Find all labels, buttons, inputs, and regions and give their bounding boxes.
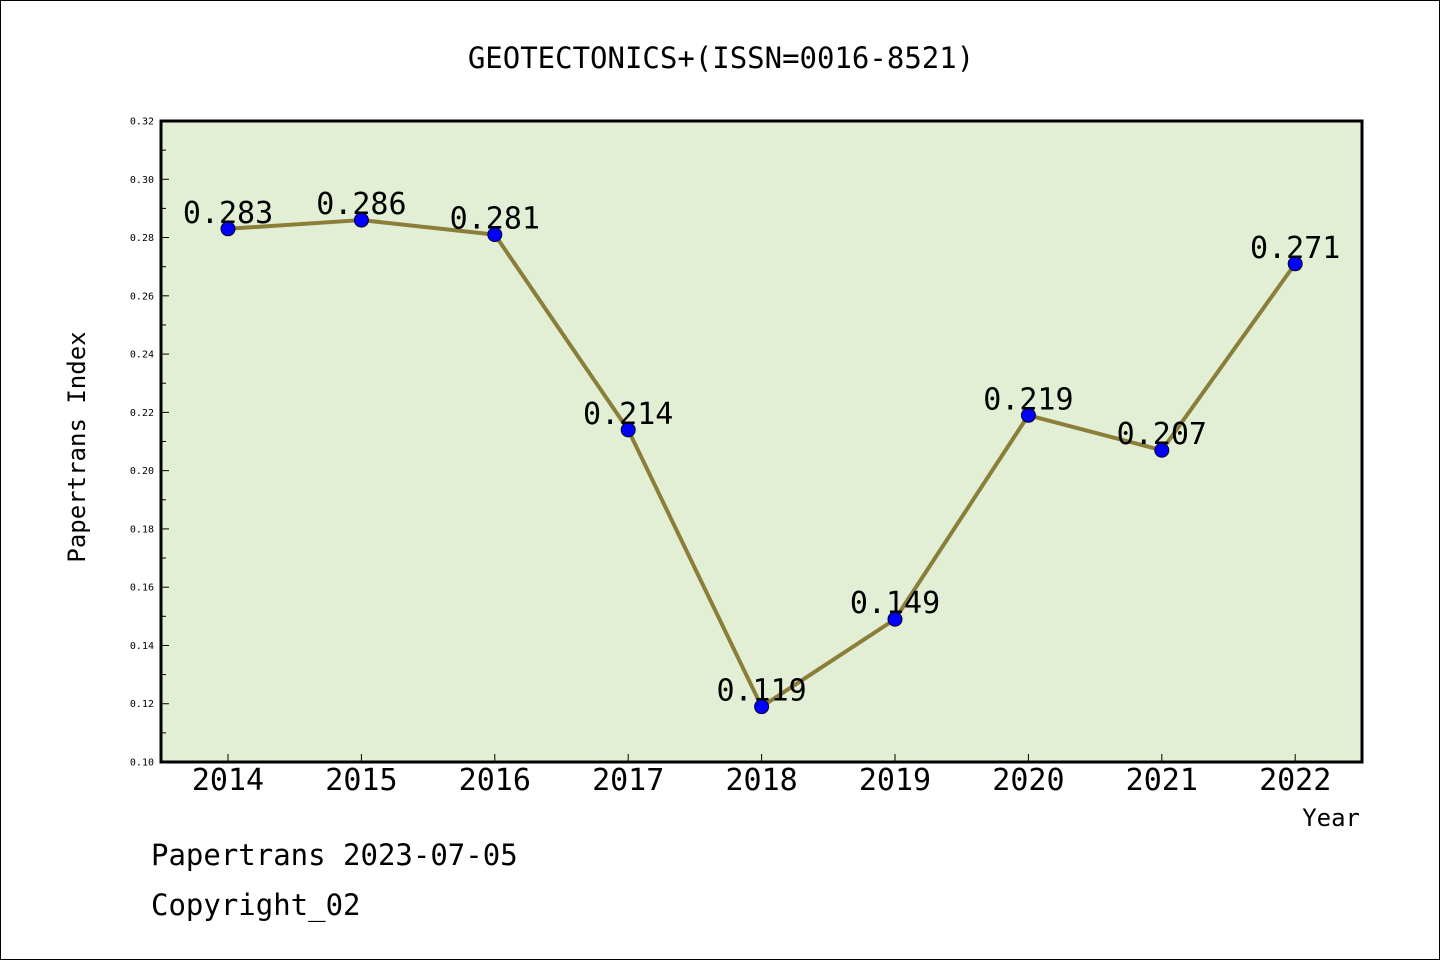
y-tick-label: 0.24 xyxy=(130,350,154,361)
x-tick-label: 2018 xyxy=(725,763,797,798)
x-tick-label: 2019 xyxy=(859,763,931,798)
y-tick-label: 0.20 xyxy=(130,466,154,477)
data-label: 0.286 xyxy=(316,187,406,222)
x-tick-label: 2020 xyxy=(992,763,1064,798)
footer-copyright: Copyright_02 xyxy=(151,888,361,923)
data-label: 0.149 xyxy=(850,586,940,621)
y-tick-label: 0.32 xyxy=(130,117,154,128)
data-point-marker xyxy=(887,611,903,627)
data-label: 0.271 xyxy=(1250,231,1340,266)
chart-title: GEOTECTONICS+(ISSN=0016-8521) xyxy=(468,41,974,75)
x-axis: 2014 2015 2016 2017 2018 2019 2020 2021 2022 xyxy=(192,754,1331,798)
y-tick-label: 0.12 xyxy=(130,699,154,710)
x-tick-label: 2021 xyxy=(1126,763,1198,798)
x-tick-label: 2017 xyxy=(592,763,664,798)
data-point-marker xyxy=(1287,256,1303,272)
data-point-marker xyxy=(1020,407,1036,423)
data-point-marker xyxy=(1154,442,1170,458)
data-point-marker xyxy=(353,212,369,228)
data-labels-layer: 0.283 0.286 0.281 0.214 0.119 0.149 0.219 0.207… xyxy=(183,187,1341,709)
data-label: 0.219 xyxy=(983,382,1073,417)
x-tick-label: 2015 xyxy=(325,763,397,798)
y-tick-label: 0.30 xyxy=(130,175,154,186)
y-tick-label: 0.16 xyxy=(130,583,154,594)
y-tick-label: 0.22 xyxy=(130,408,154,419)
y-tick-label: 0.18 xyxy=(130,524,154,535)
data-point-marker xyxy=(487,227,503,243)
y-axis: 0.10 0.12 0.14 0.16 0.18 0.20 0.22 0.24 0.26 0.28… xyxy=(130,117,169,769)
data-label: 0.207 xyxy=(1117,417,1207,452)
data-point-marker xyxy=(754,699,770,715)
data-label: 0.214 xyxy=(583,397,673,432)
x-axis-label: Year xyxy=(1302,804,1360,832)
x-tick-label: 2014 xyxy=(192,763,264,798)
markers-layer xyxy=(220,212,1303,715)
data-point-marker xyxy=(220,221,236,237)
y-tick-label: 0.10 xyxy=(130,758,154,769)
y-axis-label: Papertrans Index xyxy=(63,331,91,562)
x-tick-label: 2016 xyxy=(459,763,531,798)
plot-area xyxy=(159,119,1364,764)
y-tick-label: 0.28 xyxy=(130,233,154,244)
data-label: 0.119 xyxy=(716,674,806,709)
y-tick-label: 0.14 xyxy=(130,641,154,652)
y-tick-label: 0.26 xyxy=(130,291,154,302)
footer-date: Papertrans 2023-07-05 xyxy=(151,838,518,872)
data-label: 0.281 xyxy=(450,202,540,237)
data-label: 0.283 xyxy=(183,196,273,231)
x-tick-label: 2022 xyxy=(1259,763,1331,798)
data-point-marker xyxy=(620,422,636,438)
